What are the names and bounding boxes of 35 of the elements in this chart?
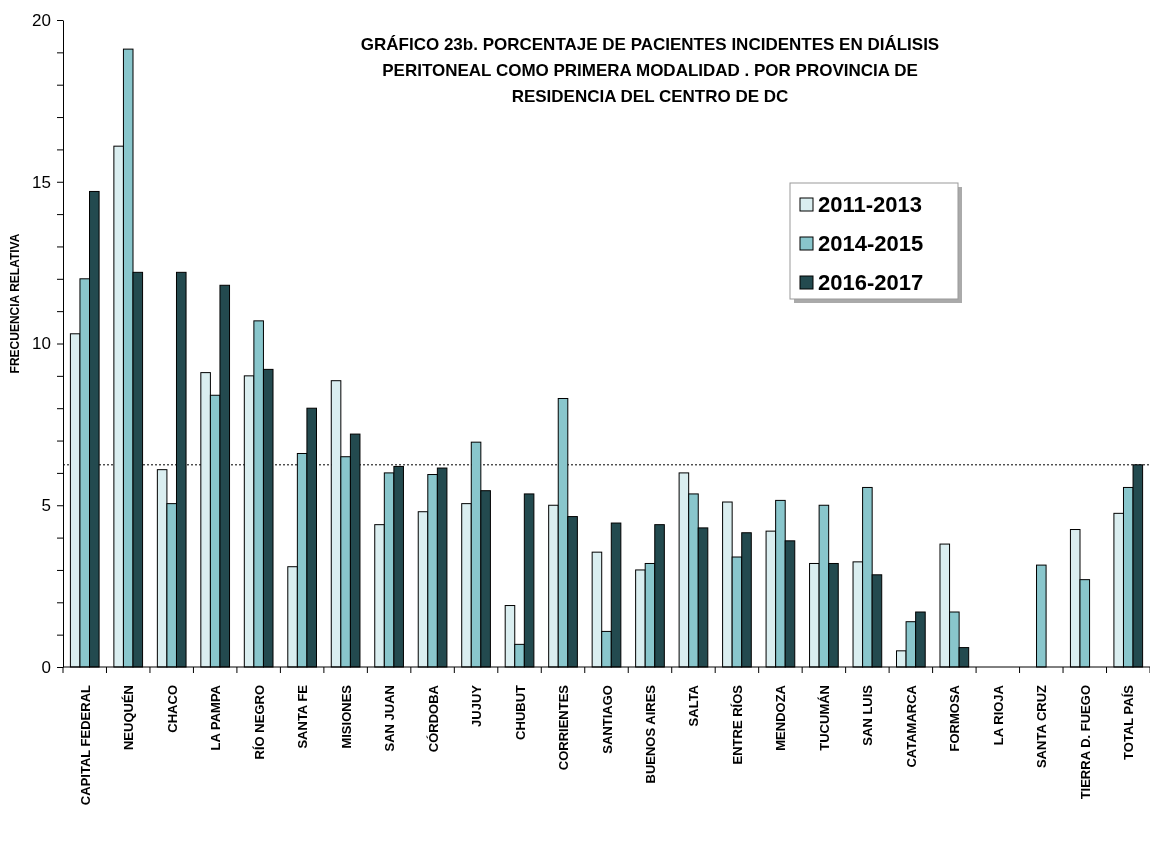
x-tick-label: JUJUY — [469, 684, 485, 727]
x-tick-label: MISIONES — [338, 684, 354, 749]
x-tick-label: SAN JUAN — [382, 685, 398, 752]
x-tick-label: FORMOSA — [947, 684, 963, 752]
x-tick-label: SAN LUIS — [860, 684, 876, 746]
x-tick-label: LA PAMPA — [208, 684, 224, 751]
y-tick-label: 15 — [32, 172, 51, 192]
x-tick-label: SALTA — [686, 684, 702, 727]
x-tick-label: CHUBUT — [512, 684, 528, 740]
x-tick-label: CORRIENTES — [556, 684, 572, 771]
y-tick-label: 10 — [32, 334, 51, 354]
y-tick-label: 20 — [32, 10, 51, 30]
x-tick-label: MENDOZA — [773, 684, 789, 751]
x-tick-label: CÓRDOBA — [425, 684, 441, 753]
legend-label: 2011-2013 — [818, 192, 922, 217]
legend-label: 2016-2017 — [818, 270, 924, 295]
x-tick-label: TUCUMÁN — [816, 685, 832, 751]
x-tick-label: BUENOS AIRES — [642, 684, 658, 784]
x-tick-label: SANTA CRUZ — [1034, 684, 1050, 769]
x-tick-label: CHACO — [164, 685, 180, 733]
text: GRÁFICO 23b. PORCENTAJE DE PACIENTES INCIDENTES EN DIÁLISIS PERITONEAL COMO PRIMERA MODALIDAD . POR PROVINCIA DE RESIDENCIA DEL CENTRO DE DC — [360, 35, 940, 106]
x-tick-label: TOTAL PAÍS — [1121, 684, 1137, 760]
y-tick-label: 5 — [41, 496, 51, 516]
legend-label: 2014-2015 — [818, 231, 924, 256]
x-tick-label: RÍO NEGRO — [251, 685, 267, 760]
x-tick-label: CATAMARCA — [903, 684, 919, 768]
x-tick-label: TIERRA D. FUEGO — [1077, 685, 1093, 800]
x-tick-label: ENTRE RÍOS — [729, 684, 745, 765]
y-axis-title: FRECUENCIA RELATIVA — [8, 233, 22, 374]
x-tick-label: NEUQUÉN — [121, 685, 137, 751]
x-tick-label: CAPITAL FEDERAL — [77, 684, 93, 806]
x-tick-label: SANTA FE — [295, 684, 311, 749]
x-tick-label: SANTIAGO — [599, 685, 615, 754]
y-tick-label: 0 — [41, 657, 51, 677]
x-tick-label: LA RIOJA — [990, 684, 1006, 746]
